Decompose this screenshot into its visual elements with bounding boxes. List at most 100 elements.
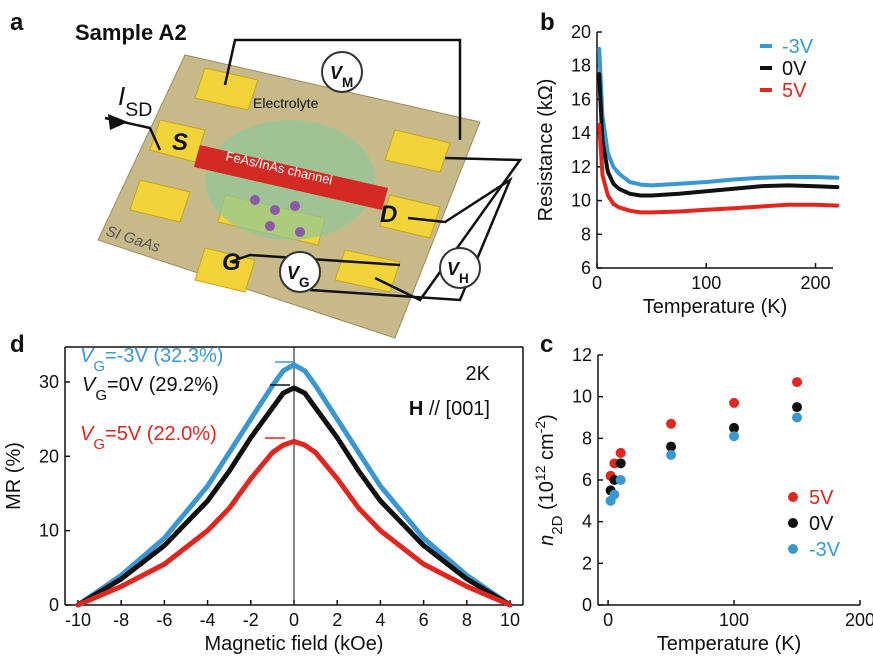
- x-axis-label: Temperature (K): [657, 633, 802, 655]
- y-axis-label: MR (%): [3, 442, 25, 510]
- series-line: [75, 362, 513, 608]
- x-tick-label: 2: [332, 610, 342, 630]
- panel-label: a: [10, 9, 24, 36]
- legend-swatch: [788, 518, 798, 528]
- pad: [194, 67, 259, 111]
- series-line: [597, 72, 840, 198]
- pad: [129, 179, 191, 223]
- x-tick-label: -4: [200, 610, 216, 630]
- data-point: [615, 475, 626, 485]
- ion: [270, 205, 280, 215]
- y-axis-label: Resistance (kΩ): [535, 79, 557, 222]
- panel-label: d: [10, 331, 25, 358]
- x-tick-label: -8: [113, 610, 129, 630]
- x-tick-label: 100: [691, 273, 721, 293]
- y-tick-label: 10: [39, 521, 59, 541]
- text-part: =-3V (32.3%): [105, 345, 223, 367]
- text-part: I: [118, 81, 125, 111]
- y-tick-label: 10: [571, 191, 591, 211]
- legend-label: 0V: [782, 58, 807, 80]
- y-tick-label: 20: [39, 446, 59, 466]
- ion: [295, 227, 305, 237]
- y-tick-label: 8: [581, 224, 591, 244]
- text-part: V: [80, 345, 95, 367]
- text-part: // [001]: [423, 398, 490, 420]
- wire: [229, 253, 401, 267]
- text-part: n: [536, 535, 558, 546]
- current-label: ISD: [118, 81, 152, 121]
- data-point: [609, 489, 620, 500]
- text-part: G: [299, 275, 310, 290]
- pad: [379, 194, 441, 239]
- x-tick-label: 100: [719, 610, 749, 630]
- gate-label: G: [222, 249, 241, 276]
- meter: [279, 251, 321, 293]
- y-tick-label: 0: [582, 595, 592, 615]
- legend-swatch: [788, 492, 798, 502]
- channel: [194, 145, 388, 210]
- text-part: V: [82, 374, 97, 396]
- text-part: (10: [536, 481, 558, 515]
- pad: [384, 129, 451, 173]
- data-point: [666, 450, 677, 460]
- device-schematic: a Sample A2 Electrolyte S D G FeAs/InAs …: [10, 9, 523, 339]
- x-tick-label: 0: [603, 610, 613, 630]
- text-part: ): [536, 414, 558, 421]
- y-tick-label: 12: [572, 345, 592, 365]
- y-tick-label: 2: [582, 553, 592, 573]
- text-part: 12: [532, 465, 548, 481]
- text-part: V: [80, 423, 95, 445]
- arrow-head: [108, 114, 128, 130]
- meter-label: VG: [287, 263, 310, 290]
- y-tick-label: 18: [571, 56, 591, 76]
- y-tick-label: 6: [581, 258, 591, 278]
- text-part: G: [93, 358, 105, 375]
- legend-label: 5V: [782, 80, 807, 102]
- x-tick-label: -2: [243, 610, 259, 630]
- x-tick-label: 0: [289, 610, 299, 630]
- text-part: -2: [532, 421, 548, 434]
- text-part: V: [287, 263, 301, 283]
- text-part: MR (%): [3, 442, 25, 510]
- y-tick-label: 10: [572, 387, 592, 407]
- ion: [265, 221, 275, 231]
- data-point: [792, 377, 803, 388]
- y-tick-label: 0: [49, 595, 59, 615]
- annotation: H // [001]: [409, 398, 490, 420]
- y-tick-label: 6: [582, 470, 592, 490]
- data-point: [729, 397, 740, 408]
- meter-label: VH: [447, 259, 469, 286]
- y-tick-label: 30: [39, 372, 59, 392]
- x-tick-label: -10: [65, 610, 91, 630]
- data-point: [615, 458, 626, 469]
- x-tick-label: 200: [800, 273, 830, 293]
- text-part: cm: [536, 433, 558, 465]
- series-line: [75, 385, 513, 608]
- data-point: [666, 418, 677, 429]
- text-part: 2D: [549, 515, 566, 534]
- panel-label: b: [540, 9, 555, 36]
- annotation: 2K: [466, 363, 491, 385]
- text-part: M: [342, 75, 353, 90]
- annotation: VG=-3V (32.3%): [80, 345, 223, 375]
- data-point: [615, 447, 626, 458]
- legend-label: 0V: [809, 513, 834, 535]
- sample-title: Sample A2: [75, 20, 187, 45]
- text-part: V: [330, 63, 344, 83]
- drain-label: D: [380, 201, 397, 228]
- meter-label: VM: [330, 63, 353, 90]
- x-tick-label: 0: [592, 273, 602, 293]
- source-label: S: [172, 129, 188, 156]
- legend-label: 5V: [809, 487, 834, 509]
- series-line: [597, 122, 840, 215]
- y-tick-label: 16: [571, 89, 591, 109]
- meter: [321, 51, 363, 93]
- wire: [223, 38, 462, 140]
- series-line: [75, 438, 513, 608]
- series-line: [597, 46, 840, 188]
- text-part: V: [447, 259, 461, 279]
- x-tick-label: 8: [462, 610, 472, 630]
- data-point: [666, 441, 677, 452]
- y-tick-label: 12: [571, 157, 591, 177]
- wires: [104, 38, 523, 302]
